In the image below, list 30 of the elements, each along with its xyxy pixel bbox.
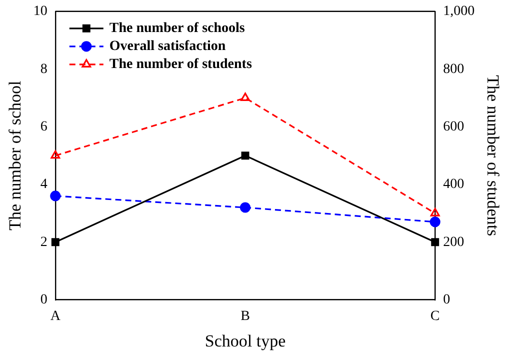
legend-label: Overall satisfaction [109, 39, 226, 54]
y-tick-label: 10 [33, 4, 48, 20]
y-tick-label: 4 [40, 177, 48, 192]
y2-axis-title: The number of students [483, 75, 502, 236]
y-axis-title: The number of school [6, 80, 25, 230]
point [431, 238, 440, 246]
y-tick-label: 2 [40, 234, 48, 250]
point [241, 152, 250, 160]
y-tick-label: 6 [40, 119, 48, 134]
point [240, 202, 251, 213]
y2-tick-label: 600 [443, 119, 464, 134]
x-tick-label: C [430, 308, 440, 324]
point [430, 208, 440, 216]
legend-label: The number of students [109, 57, 252, 72]
point [240, 92, 250, 101]
point [50, 190, 61, 202]
x-axis-title: School type [204, 331, 286, 350]
point [50, 150, 60, 159]
y2-tick-label: 400 [443, 177, 464, 192]
y2-tick-label: 800 [443, 62, 464, 77]
y2-tick-label: 200 [443, 234, 464, 250]
x-tick-label: A [50, 308, 62, 324]
y2-tick-label: 1,000 [443, 4, 475, 20]
point [430, 216, 440, 228]
y-tick-label: 0 [40, 292, 48, 308]
y2-tick-label: 0 [443, 292, 450, 308]
point [51, 238, 60, 246]
x-tick-label: B [240, 308, 250, 324]
legend-label: The number of schools [109, 21, 246, 36]
y-tick-label: 8 [40, 62, 48, 77]
